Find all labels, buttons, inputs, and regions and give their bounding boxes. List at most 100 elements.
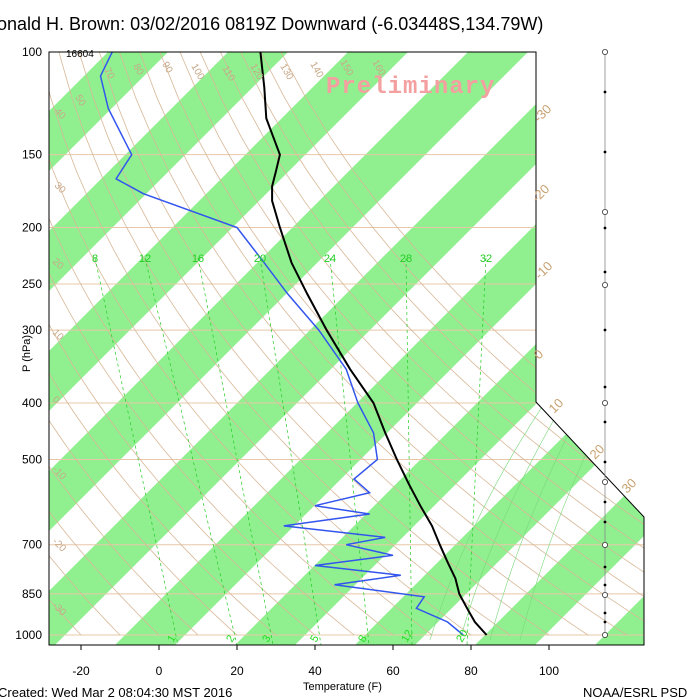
isotherm-label: 10 xyxy=(546,395,567,416)
wind-dot xyxy=(603,565,607,569)
wind-calm-marker xyxy=(602,49,609,56)
y-tick-label: 1000 xyxy=(15,628,42,642)
wind-dot xyxy=(603,328,607,332)
isotherm-band xyxy=(300,52,644,645)
mixing-ratio-label: 8 xyxy=(92,253,98,265)
dry-adiabat xyxy=(49,52,277,636)
mixing-ratio-line xyxy=(466,257,487,645)
wind-calm-marker xyxy=(602,399,609,406)
wind-column xyxy=(602,49,609,639)
temperature-line xyxy=(259,52,488,636)
dewpoint-line xyxy=(99,52,464,636)
dry-adiabat xyxy=(260,52,644,636)
wind-dot xyxy=(603,385,607,389)
isotherm-left-label: 30 xyxy=(52,180,68,196)
dry-adiabat xyxy=(58,52,511,636)
wind-dot xyxy=(603,611,607,615)
y-axis-label: P (hPa) xyxy=(21,335,33,372)
y-tick-label: 250 xyxy=(22,277,42,291)
dry-adiabat xyxy=(98,52,589,636)
footer-created: Created: Wed Mar 2 08:04:30 MST 2016 xyxy=(0,685,232,700)
wind-dot xyxy=(603,420,607,424)
sounding-profiles xyxy=(99,52,488,636)
dry-adiabat xyxy=(49,52,316,636)
dry-adiabat-label: 80 xyxy=(130,62,145,78)
mixing-ratio-bottom-label: 8 xyxy=(356,633,369,644)
dry-adiabat-label: 50 xyxy=(72,93,87,109)
y-tick-label: 400 xyxy=(22,396,42,410)
wind-dot xyxy=(603,90,607,94)
wind-calm-marker xyxy=(602,592,609,599)
wind-calm-marker xyxy=(602,542,609,549)
wind-dot xyxy=(603,520,607,524)
dry-adiabat xyxy=(199,52,644,636)
chart-title: onald H. Brown: 03/02/2016 0819Z Downwar… xyxy=(0,14,543,34)
dry-adiabat xyxy=(159,52,644,636)
dry-adiabat xyxy=(280,52,644,636)
isotherm-band xyxy=(49,52,340,645)
mixing-ratio-label: 28 xyxy=(400,253,412,265)
wind-calm-marker xyxy=(602,281,609,288)
isotherm-left-label: -20 xyxy=(50,536,68,554)
y-tick-label: 300 xyxy=(22,323,42,337)
dry-adiabat xyxy=(49,52,121,636)
preliminary-watermark: Preliminary xyxy=(326,74,495,101)
x-tick-label: 100 xyxy=(539,664,559,678)
isotherm-band xyxy=(660,0,700,700)
mixing-ratio-line xyxy=(144,257,238,645)
isotherm-label: -20 xyxy=(529,181,553,205)
dry-adiabat-label: 90 xyxy=(159,60,174,76)
wind-dot xyxy=(603,460,607,464)
mixing-ratio-line xyxy=(259,257,322,645)
y-tick-label: 850 xyxy=(22,587,42,601)
dry-adiabat xyxy=(0,52,3,635)
mixing-ratio-label: 24 xyxy=(324,253,336,265)
y-tick-label: 200 xyxy=(22,221,42,235)
y-tick-label: 100 xyxy=(22,45,42,59)
dry-adiabat xyxy=(179,52,644,636)
y-tick-label: 700 xyxy=(22,538,42,552)
x-tick-label: 20 xyxy=(230,664,244,678)
y-tick-label: 150 xyxy=(22,148,42,162)
mixing-ratio-bottom-label: 20 xyxy=(454,628,471,645)
dry-adiabat xyxy=(49,52,472,636)
x-tick-label: -20 xyxy=(72,664,90,678)
mixing-ratio-label: 20 xyxy=(254,253,266,265)
dry-adiabat xyxy=(49,52,355,636)
mixing-ratio-bottom-label: 2 xyxy=(224,633,237,644)
x-tick-label: 60 xyxy=(386,664,400,678)
height-label: 16604 xyxy=(66,49,94,60)
dry-adiabat-label: 130 xyxy=(277,62,295,82)
dry-adiabat xyxy=(220,52,644,636)
mixing-ratio-bottom-label: 12 xyxy=(399,628,416,645)
wind-dot xyxy=(603,150,607,154)
plot-frame xyxy=(48,51,645,646)
mixing-ratio-label: 12 xyxy=(139,253,151,265)
y-tick-label: 500 xyxy=(22,452,42,466)
wind-dot xyxy=(603,583,607,587)
wind-dot xyxy=(603,500,607,504)
dry-adiabat xyxy=(78,52,550,636)
wind-calm-marker xyxy=(602,208,609,215)
mixing-ratio-label: 16 xyxy=(192,253,204,265)
dry-adiabat xyxy=(49,52,199,636)
wind-calm-marker xyxy=(602,478,609,485)
dry-adiabat xyxy=(49,52,238,636)
dry-adiabat xyxy=(49,52,433,636)
moist-adiabat xyxy=(429,379,561,641)
mixing-ratio-bottom-label: 5 xyxy=(308,633,321,644)
dry-adiabat-lines xyxy=(0,52,644,636)
x-axis-label: Temperature (F) xyxy=(303,681,382,693)
isotherm-band xyxy=(49,52,580,645)
x-tick-label: 40 xyxy=(308,664,322,678)
dry-adiabat xyxy=(119,52,628,636)
isotherm-band xyxy=(49,52,460,645)
dry-adiabat xyxy=(49,52,394,636)
wind-calm-marker xyxy=(602,632,609,639)
footer-credit: NOAA/ESRL PSD xyxy=(583,685,687,700)
wind-dot xyxy=(603,226,607,230)
